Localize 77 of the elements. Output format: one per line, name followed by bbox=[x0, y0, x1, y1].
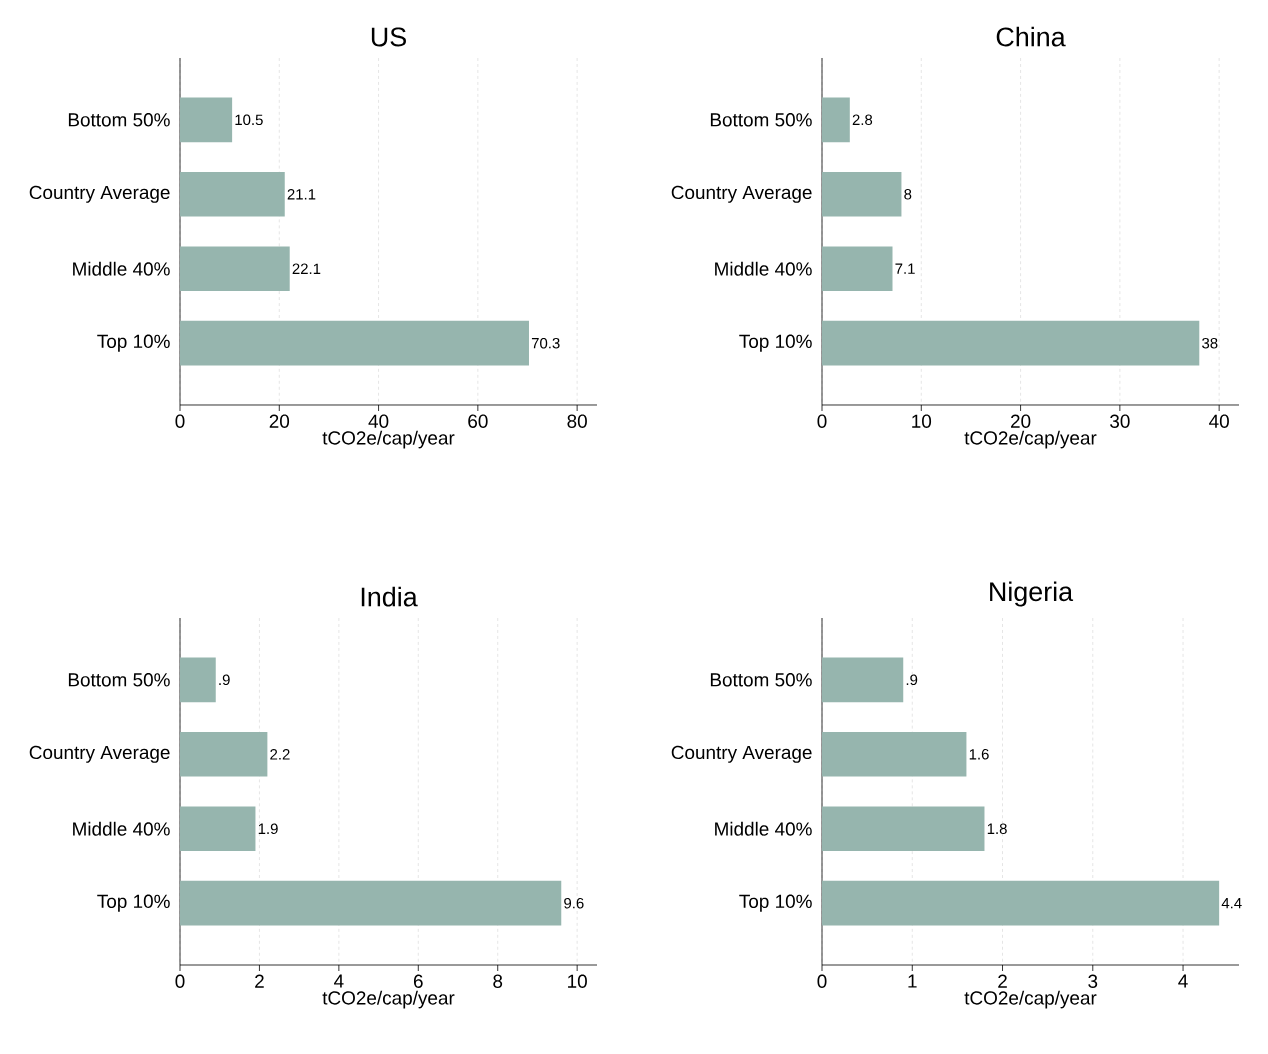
bar bbox=[180, 320, 529, 366]
y-tick-label: Bottom 50% bbox=[68, 673, 170, 687]
x-tick-label: 2 bbox=[998, 974, 1007, 988]
x-tick-label: 20 bbox=[1011, 414, 1031, 428]
y-tick-label: Middle 40% bbox=[73, 821, 170, 836]
bar bbox=[180, 731, 268, 777]
bar bbox=[180, 97, 233, 143]
x-tick-label: 60 bbox=[468, 414, 488, 428]
y-tick-label: Country Average bbox=[29, 745, 170, 763]
x-tick-label: 4 bbox=[1178, 974, 1188, 988]
data-label: .9 bbox=[219, 674, 230, 686]
x-tick-label: 3 bbox=[1088, 974, 1098, 988]
data-label: 1.8 bbox=[987, 823, 1007, 835]
bar bbox=[822, 246, 893, 292]
x-tick-label: 10 bbox=[568, 974, 587, 988]
data-label: 2.8 bbox=[852, 114, 873, 126]
data-label: 21.1 bbox=[287, 189, 316, 200]
data-label: 7.1 bbox=[895, 263, 915, 274]
y-tick-label: Country Average bbox=[671, 185, 812, 203]
x-tick-label: 30 bbox=[1110, 414, 1130, 428]
x-tick-label: 4 bbox=[334, 974, 344, 988]
bar bbox=[180, 246, 290, 292]
x-axis-title: tCO2e/cap/year bbox=[964, 430, 1097, 449]
bar bbox=[180, 806, 256, 852]
x-tick-label: 6 bbox=[413, 974, 423, 988]
x-axis-title: tCO2e/cap/year bbox=[322, 430, 455, 449]
data-label: 70.3 bbox=[531, 337, 560, 349]
y-tick-label: Bottom 50% bbox=[68, 113, 170, 127]
x-axis-title: tCO2e/cap/year bbox=[964, 990, 1097, 1009]
y-tick-label: Bottom 50% bbox=[710, 673, 812, 687]
data-label: 10.5 bbox=[235, 114, 263, 126]
x-tick-label: 1 bbox=[908, 974, 917, 988]
data-label: 4.4 bbox=[1221, 898, 1242, 909]
y-tick-label: Country Average bbox=[671, 745, 812, 763]
bar bbox=[822, 320, 1200, 366]
x-tick-label: 2 bbox=[255, 974, 264, 988]
bar bbox=[822, 171, 902, 217]
x-tick-label: 0 bbox=[175, 974, 185, 988]
y-tick-label: Country Average bbox=[29, 185, 170, 203]
bar bbox=[180, 880, 562, 926]
data-label: 2.2 bbox=[270, 749, 290, 760]
bar bbox=[180, 171, 285, 217]
y-tick-label: Top 10% bbox=[739, 334, 812, 352]
x-tick-label: 80 bbox=[567, 414, 587, 428]
bar bbox=[822, 97, 850, 143]
chart-title: Nigeria bbox=[990, 581, 1074, 607]
chart-title: US bbox=[371, 27, 406, 47]
data-label: 22.1 bbox=[292, 263, 321, 274]
y-tick-label: Middle 40% bbox=[73, 261, 170, 276]
bar bbox=[822, 731, 967, 777]
x-axis-title: tCO2e/cap/year bbox=[322, 990, 455, 1009]
x-tick-label: 0 bbox=[817, 974, 827, 988]
data-label: 8 bbox=[904, 188, 912, 200]
data-label: .9 bbox=[906, 674, 918, 686]
data-label: 38 bbox=[1202, 337, 1218, 349]
data-label: 9.6 bbox=[564, 897, 584, 909]
chart-title: China bbox=[996, 26, 1066, 47]
bar bbox=[822, 806, 985, 852]
bar bbox=[180, 657, 216, 703]
x-tick-label: 20 bbox=[269, 414, 290, 428]
bar bbox=[822, 657, 904, 703]
y-tick-label: Top 10% bbox=[97, 894, 170, 912]
x-tick-label: 40 bbox=[1209, 414, 1229, 428]
x-tick-label: 0 bbox=[817, 414, 827, 428]
x-tick-label: 10 bbox=[912, 414, 932, 428]
data-label: 1.9 bbox=[258, 823, 278, 835]
y-tick-label: Top 10% bbox=[97, 334, 170, 352]
x-tick-label: 40 bbox=[368, 414, 389, 428]
data-label: 1.6 bbox=[969, 748, 989, 760]
chart-title: India bbox=[361, 586, 418, 607]
bar bbox=[822, 880, 1220, 926]
x-tick-label: 8 bbox=[493, 974, 503, 988]
y-tick-label: Top 10% bbox=[739, 894, 812, 912]
y-tick-label: Middle 40% bbox=[715, 821, 812, 836]
y-tick-label: Middle 40% bbox=[715, 261, 812, 276]
y-tick-label: Bottom 50% bbox=[710, 113, 812, 127]
x-tick-label: 0 bbox=[175, 414, 185, 428]
